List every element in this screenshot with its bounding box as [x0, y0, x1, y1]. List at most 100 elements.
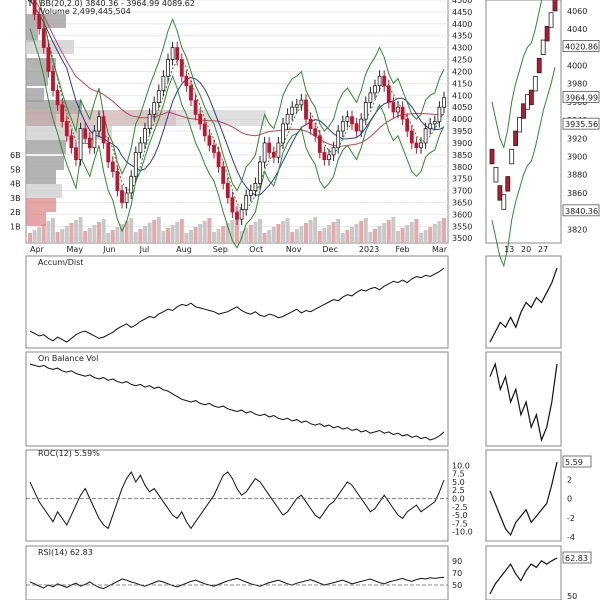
- indicator-tick: 5.0: [452, 478, 465, 487]
- volume-bar: [373, 229, 377, 243]
- volume-bar: [432, 224, 437, 243]
- candle-body: [143, 128, 147, 144]
- volume-bar: [212, 232, 216, 243]
- candle-body: [327, 154, 331, 161]
- volume-profile-bar: [26, 72, 48, 86]
- price-badge-text: 3840.36: [565, 207, 598, 216]
- side-indicator-line: [489, 361, 558, 443]
- candle-body: [437, 106, 442, 122]
- volume-bar: [304, 223, 308, 243]
- candle-body: [115, 171, 120, 191]
- volume-bar: [442, 218, 446, 243]
- side-x-label: 20: [521, 245, 531, 254]
- price-tick-label: 3650: [452, 199, 472, 208]
- volume-bar: [248, 225, 253, 243]
- candle-body: [129, 175, 134, 194]
- candle-body: [55, 90, 60, 106]
- indicator-side-tick: 2: [567, 475, 572, 484]
- x-axis-label: Nov: [286, 245, 302, 254]
- side-price-tick: 3980: [567, 80, 587, 89]
- candle-body: [51, 71, 55, 91]
- candle-body: [363, 102, 368, 120]
- candle-body: [313, 128, 318, 137]
- side-candle: [540, 39, 546, 56]
- volume-bar: [69, 223, 74, 243]
- indicator-tick: -10.0: [452, 528, 473, 537]
- volume-bar: [391, 217, 396, 243]
- candle-body: [230, 197, 235, 213]
- indicator-side-tick: 0: [567, 495, 572, 504]
- side-price-tick: 4000: [567, 62, 587, 71]
- price-tick-label: 4000: [452, 115, 472, 124]
- candle-body: [331, 147, 336, 156]
- x-axis-label: Jul: [139, 245, 150, 254]
- price-badge: [562, 40, 600, 52]
- price-tick-label: 4500: [452, 0, 472, 5]
- volume-bar: [235, 217, 239, 243]
- volume-bar: [152, 220, 157, 243]
- price-tick-label: 4200: [452, 67, 472, 76]
- indicator-tick: 50: [452, 581, 462, 590]
- volume-bar: [166, 228, 170, 243]
- volume-bar: [87, 228, 92, 243]
- candle-body: [202, 123, 207, 137]
- side-candle: [552, 0, 558, 12]
- candle-body: [207, 135, 212, 146]
- volume-profile-bar: [26, 156, 64, 170]
- side-indicator-line: [489, 557, 558, 595]
- side-candle: [525, 94, 530, 110]
- volume-bar: [41, 224, 46, 243]
- side-candle: [505, 176, 511, 192]
- candle-body: [46, 47, 51, 72]
- indicator-badge: [562, 455, 592, 468]
- price-tick-label: 3700: [452, 187, 472, 196]
- candle-body: [423, 128, 428, 144]
- candle-body: [396, 106, 400, 113]
- side-candle: [517, 117, 522, 133]
- candle-body: [345, 116, 350, 122]
- candle-body: [166, 59, 170, 77]
- indicator-tick: -5.0: [452, 511, 468, 520]
- candle-body: [294, 104, 299, 108]
- side-bb-lower: [491, 67, 556, 268]
- volume-bar: [377, 226, 382, 243]
- rsi-label: RSI(14) 62.83: [38, 548, 93, 557]
- volume-bar: [37, 227, 42, 243]
- volume-bar: [184, 233, 189, 243]
- side-price-tick: 3820: [567, 225, 587, 234]
- volume-bar: [359, 221, 364, 243]
- volume-bar: [221, 226, 226, 243]
- volume-bar: [294, 229, 299, 243]
- candle-body: [281, 123, 285, 144]
- x-axis-label: Apr: [30, 245, 45, 254]
- candle-body: [32, 0, 37, 15]
- volume-bar: [244, 228, 249, 243]
- indicator-line: [29, 363, 445, 441]
- volume-bar: [179, 219, 184, 243]
- price-tick-label: 4450: [452, 8, 472, 17]
- candle-body: [304, 99, 308, 120]
- volume-bar: [276, 224, 281, 243]
- volume-bar: [345, 230, 350, 243]
- candle-body: [276, 142, 281, 158]
- volume-bar: [193, 227, 198, 243]
- side-indicator-line: [489, 461, 558, 537]
- candle-body: [170, 47, 175, 60]
- volume-bar: [308, 220, 313, 243]
- side-candle: [509, 148, 515, 165]
- volume-bar: [327, 225, 331, 243]
- volume-profile-bar: [26, 212, 46, 226]
- candle-body: [216, 152, 221, 168]
- volume-profile-bar: [26, 170, 56, 184]
- price-tick-label: 4300: [452, 44, 472, 53]
- volume-bar: [106, 233, 111, 243]
- volume-bar: [138, 229, 143, 243]
- volume-bar: [129, 218, 134, 243]
- price-tick-label: 3550: [452, 222, 472, 231]
- indicator-tick: 0.0: [452, 495, 465, 504]
- volume-bar: [299, 226, 304, 243]
- candle-body: [244, 194, 249, 211]
- volume-bar: [83, 231, 88, 243]
- volume-bar: [281, 221, 285, 243]
- candle-body: [37, 13, 42, 29]
